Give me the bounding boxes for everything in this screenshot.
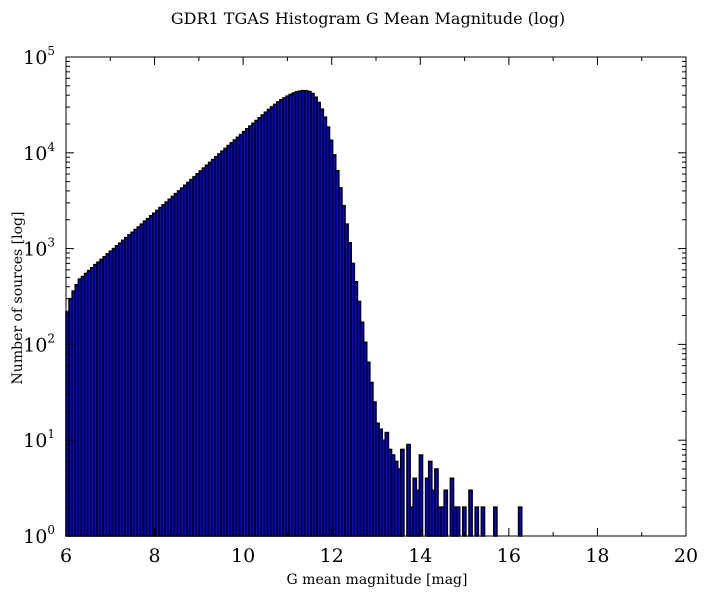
bars-group bbox=[65, 89, 523, 537]
histogram-bar bbox=[480, 506, 486, 537]
y-tick-label: 102 bbox=[23, 331, 55, 356]
y-tick-label: 103 bbox=[23, 236, 55, 261]
x-tick-label: 16 bbox=[497, 545, 521, 567]
x-tick-label: 14 bbox=[408, 545, 432, 567]
chart-title: GDR1 TGAS Histogram G Mean Magnitude (lo… bbox=[171, 9, 565, 28]
x-tick-label: 8 bbox=[149, 545, 161, 567]
histogram-bar bbox=[468, 489, 473, 537]
histogram-bar bbox=[461, 506, 467, 537]
histogram-bar bbox=[474, 506, 480, 537]
y-axis-label: Number of sources [log] bbox=[10, 212, 26, 385]
x-tick-label: 12 bbox=[320, 545, 344, 567]
histogram-bar bbox=[399, 448, 405, 537]
y-tick-label: 104 bbox=[23, 140, 55, 165]
y-tick-label: 101 bbox=[23, 427, 55, 452]
y-tick-label: 105 bbox=[23, 44, 55, 69]
x-axis-tick-labels: 6 8 10 12 14 16 18 20 bbox=[60, 545, 698, 567]
x-tick-label: 6 bbox=[60, 545, 72, 567]
y-axis-tick-labels: 100 101 102 103 104 105 bbox=[23, 44, 55, 548]
histogram-bar bbox=[418, 454, 424, 537]
y-tick-label: 100 bbox=[23, 523, 55, 548]
x-axis-label: G mean magnitude [mag] bbox=[287, 572, 468, 588]
histogram-bar bbox=[443, 489, 449, 537]
histogram-bar bbox=[455, 506, 461, 537]
axis-ticks bbox=[65, 56, 687, 537]
x-tick-label: 18 bbox=[585, 545, 609, 567]
histogram-bar bbox=[492, 506, 498, 537]
x-tick-label: 10 bbox=[231, 545, 255, 567]
histogram-bar bbox=[517, 506, 523, 537]
x-tick-label: 20 bbox=[674, 545, 698, 567]
